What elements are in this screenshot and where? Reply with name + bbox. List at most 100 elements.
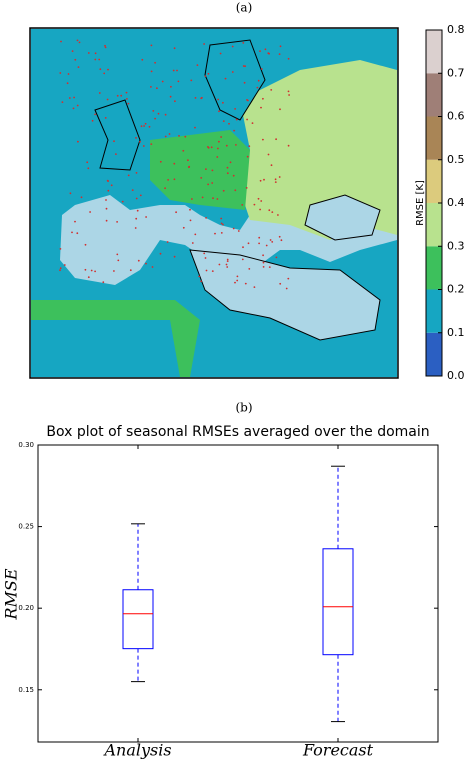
box: [122, 589, 154, 650]
station-dot: [69, 192, 72, 195]
station-dot: [127, 102, 130, 105]
station-dot: [169, 95, 172, 98]
station-dot: [104, 117, 107, 119]
station-dot: [94, 113, 96, 116]
station-dot: [253, 286, 256, 288]
station-dot: [84, 243, 87, 246]
station-dot: [136, 209, 139, 212]
station-dot: [191, 242, 194, 244]
station-dot: [205, 217, 208, 219]
colorbar-band: [426, 30, 442, 74]
land-region: [204, 39, 266, 121]
station-dot: [115, 153, 117, 156]
station-dot: [278, 176, 281, 178]
station-dot: [121, 200, 124, 203]
station-dot: [116, 253, 119, 256]
station-dot: [189, 219, 192, 222]
station-dot: [143, 125, 146, 127]
land-region: [31, 320, 180, 377]
station-dot: [172, 69, 175, 72]
colorbar-band: [426, 73, 442, 117]
station-dot: [274, 178, 277, 181]
station-dot: [258, 236, 261, 239]
colorbar-band: [426, 116, 442, 160]
station-dot: [233, 129, 236, 132]
station-dot: [156, 87, 158, 90]
station-dot: [259, 50, 261, 52]
station-dot: [231, 71, 234, 73]
colorbar-label: RMSE [K]: [415, 180, 426, 226]
station-dot: [200, 177, 203, 179]
station-dot: [234, 281, 236, 284]
station-dot: [277, 214, 279, 216]
station-dot: [178, 135, 180, 137]
station-dot: [211, 270, 214, 272]
colorbar-band: [426, 332, 442, 376]
station-dot: [131, 189, 134, 192]
station-dot: [207, 183, 210, 186]
station-dot: [129, 269, 132, 272]
station-dot: [184, 135, 187, 138]
station-dot: [217, 98, 220, 101]
station-dot: [247, 242, 250, 245]
station-dot: [204, 257, 207, 259]
station-dot: [173, 162, 176, 165]
station-dot: [59, 269, 61, 272]
y-tick-label: 0.15: [18, 686, 34, 694]
panel-label: (b): [235, 401, 252, 415]
station-dot: [279, 108, 281, 111]
station-dot: [217, 147, 219, 150]
station-dot: [218, 110, 220, 113]
station-dot: [91, 119, 94, 122]
station-dot: [150, 44, 153, 47]
colorbar-tick-label: 0.8: [447, 23, 465, 36]
station-dot: [246, 99, 248, 101]
station-dot: [278, 53, 281, 55]
station-dot: [271, 241, 274, 243]
station-dot: [127, 174, 130, 177]
station-dot: [134, 227, 137, 229]
station-dot: [87, 52, 90, 54]
station-dot: [279, 282, 282, 285]
station-dot: [59, 72, 62, 74]
station-dot: [203, 43, 206, 45]
station-dot: [236, 275, 239, 278]
land-region: [240, 60, 397, 240]
station-dot: [103, 72, 106, 75]
station-dot: [200, 280, 203, 283]
station-dot: [107, 189, 110, 192]
x-tick-label: Analysis: [102, 741, 171, 760]
colorbar-tick-label: 0.3: [447, 239, 465, 252]
station-dot: [87, 276, 90, 279]
station-dot: [262, 254, 264, 257]
station-dot: [116, 221, 118, 223]
station-dot: [274, 181, 277, 184]
station-dot: [216, 156, 219, 158]
station-dot: [194, 97, 197, 99]
station-dot: [105, 219, 108, 222]
station-dot: [267, 153, 270, 156]
station-dot: [268, 266, 271, 268]
station-dot: [196, 64, 199, 66]
station-dot: [110, 184, 113, 187]
station-dot: [262, 261, 265, 264]
station-dot: [94, 58, 97, 61]
station-dot: [126, 98, 128, 100]
station-dot: [98, 92, 101, 94]
station-dot: [77, 66, 80, 68]
station-dot: [175, 211, 178, 214]
station-dot: [191, 198, 193, 200]
station-dot: [106, 179, 109, 182]
station-dot: [205, 269, 208, 272]
station-dot: [201, 196, 204, 199]
station-dot: [89, 211, 91, 213]
station-dot: [177, 80, 180, 83]
station-dot: [135, 217, 138, 220]
station-dot: [113, 140, 115, 143]
station-dot: [226, 260, 229, 262]
station-dot: [61, 101, 64, 103]
station-dot: [260, 68, 263, 70]
station-dot: [135, 137, 137, 139]
station-dot: [76, 39, 79, 42]
station-dot: [262, 266, 265, 268]
